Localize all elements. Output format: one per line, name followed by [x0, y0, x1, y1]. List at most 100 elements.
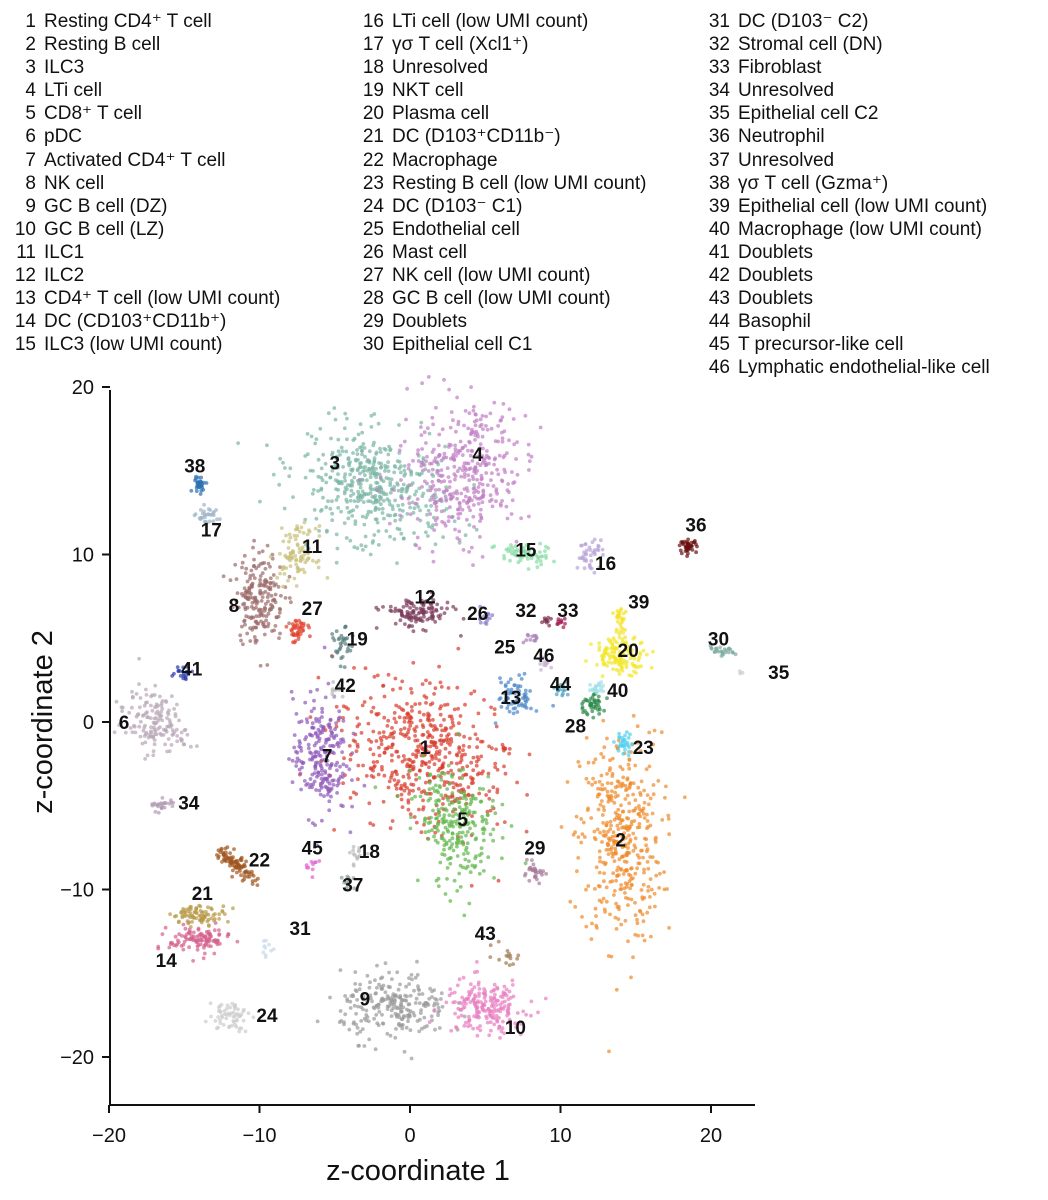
data-point	[439, 742, 444, 746]
data-point	[626, 753, 631, 758]
data-point	[163, 728, 168, 733]
data-point	[500, 742, 505, 747]
data-point	[425, 792, 429, 796]
data-point	[409, 720, 414, 725]
data-point	[262, 632, 267, 637]
data-point	[361, 548, 365, 552]
data-point	[330, 654, 335, 659]
data-point	[457, 977, 462, 982]
data-point	[167, 945, 172, 950]
data-point	[326, 499, 330, 504]
data-point	[399, 610, 404, 615]
data-point	[319, 488, 324, 492]
data-point	[235, 605, 240, 610]
data-point	[492, 400, 497, 405]
data-point	[243, 622, 247, 627]
data-point	[601, 896, 606, 901]
data-point	[653, 904, 657, 909]
data-point	[364, 1013, 369, 1017]
data-point	[450, 836, 455, 841]
data-point	[418, 794, 423, 799]
legend-item-label: Resting B cell (low UMI count)	[392, 172, 647, 194]
legend-item-number: 2	[25, 34, 36, 56]
data-point	[467, 793, 471, 798]
data-point	[462, 423, 466, 428]
legend-item-label: γσ T cell (Xcl1⁺)	[392, 34, 529, 56]
data-point	[342, 426, 347, 431]
data-point	[306, 746, 311, 751]
data-point	[609, 654, 614, 658]
data-point	[373, 1047, 378, 1052]
data-point	[465, 489, 470, 493]
data-point	[245, 597, 250, 601]
data-point	[242, 1007, 246, 1012]
data-point	[433, 783, 438, 788]
data-point	[432, 834, 436, 839]
data-point	[421, 754, 426, 758]
cluster-label-8: 8	[229, 596, 240, 617]
data-point	[402, 439, 407, 444]
data-point	[515, 472, 520, 477]
data-point	[470, 459, 475, 463]
data-point	[663, 795, 667, 800]
data-point	[313, 754, 318, 759]
data-point	[481, 831, 486, 836]
data-point	[234, 1024, 239, 1029]
data-point	[352, 1003, 357, 1008]
data-point	[153, 810, 158, 814]
data-point	[397, 527, 402, 532]
data-point	[149, 703, 153, 708]
data-point	[367, 460, 372, 465]
data-point	[631, 849, 636, 853]
data-point	[457, 800, 462, 805]
data-point	[240, 565, 244, 570]
data-point	[608, 819, 613, 824]
data-point	[500, 856, 504, 861]
data-point	[627, 809, 632, 814]
data-point	[602, 871, 606, 876]
data-point	[478, 512, 483, 517]
data-point	[612, 801, 617, 805]
data-point	[627, 833, 631, 838]
data-point	[475, 1000, 480, 1005]
data-point	[149, 725, 153, 730]
data-point	[398, 786, 403, 791]
data-point	[132, 723, 136, 728]
data-point	[442, 780, 447, 784]
legend-item-label: DC (D103⁻ C2)	[738, 11, 869, 32]
data-point	[356, 467, 360, 471]
data-point	[470, 427, 474, 432]
legend-item-label: NK cell (low UMI count)	[392, 265, 591, 287]
data-point	[445, 466, 450, 471]
data-point	[294, 760, 299, 764]
data-point	[608, 827, 613, 832]
data-point	[420, 619, 425, 623]
data-point	[427, 431, 432, 436]
data-point	[471, 780, 475, 785]
data-point	[405, 994, 409, 999]
data-point	[439, 685, 444, 689]
data-point	[431, 786, 435, 791]
data-point	[416, 448, 420, 452]
data-point	[426, 375, 431, 379]
data-point	[293, 554, 298, 558]
data-point	[417, 710, 422, 715]
data-point	[216, 854, 221, 859]
data-point	[362, 468, 367, 473]
data-point	[411, 629, 416, 634]
data-point	[233, 865, 238, 870]
data-point	[321, 452, 326, 457]
data-point	[502, 764, 506, 769]
data-point	[342, 475, 347, 480]
data-point	[469, 883, 474, 888]
data-point	[454, 840, 459, 845]
data-point	[423, 817, 427, 822]
data-point	[406, 615, 411, 620]
data-point	[418, 742, 423, 747]
data-point	[412, 506, 417, 511]
data-point	[456, 731, 461, 736]
data-point	[584, 659, 588, 663]
data-point	[602, 745, 607, 750]
data-point	[258, 663, 263, 668]
